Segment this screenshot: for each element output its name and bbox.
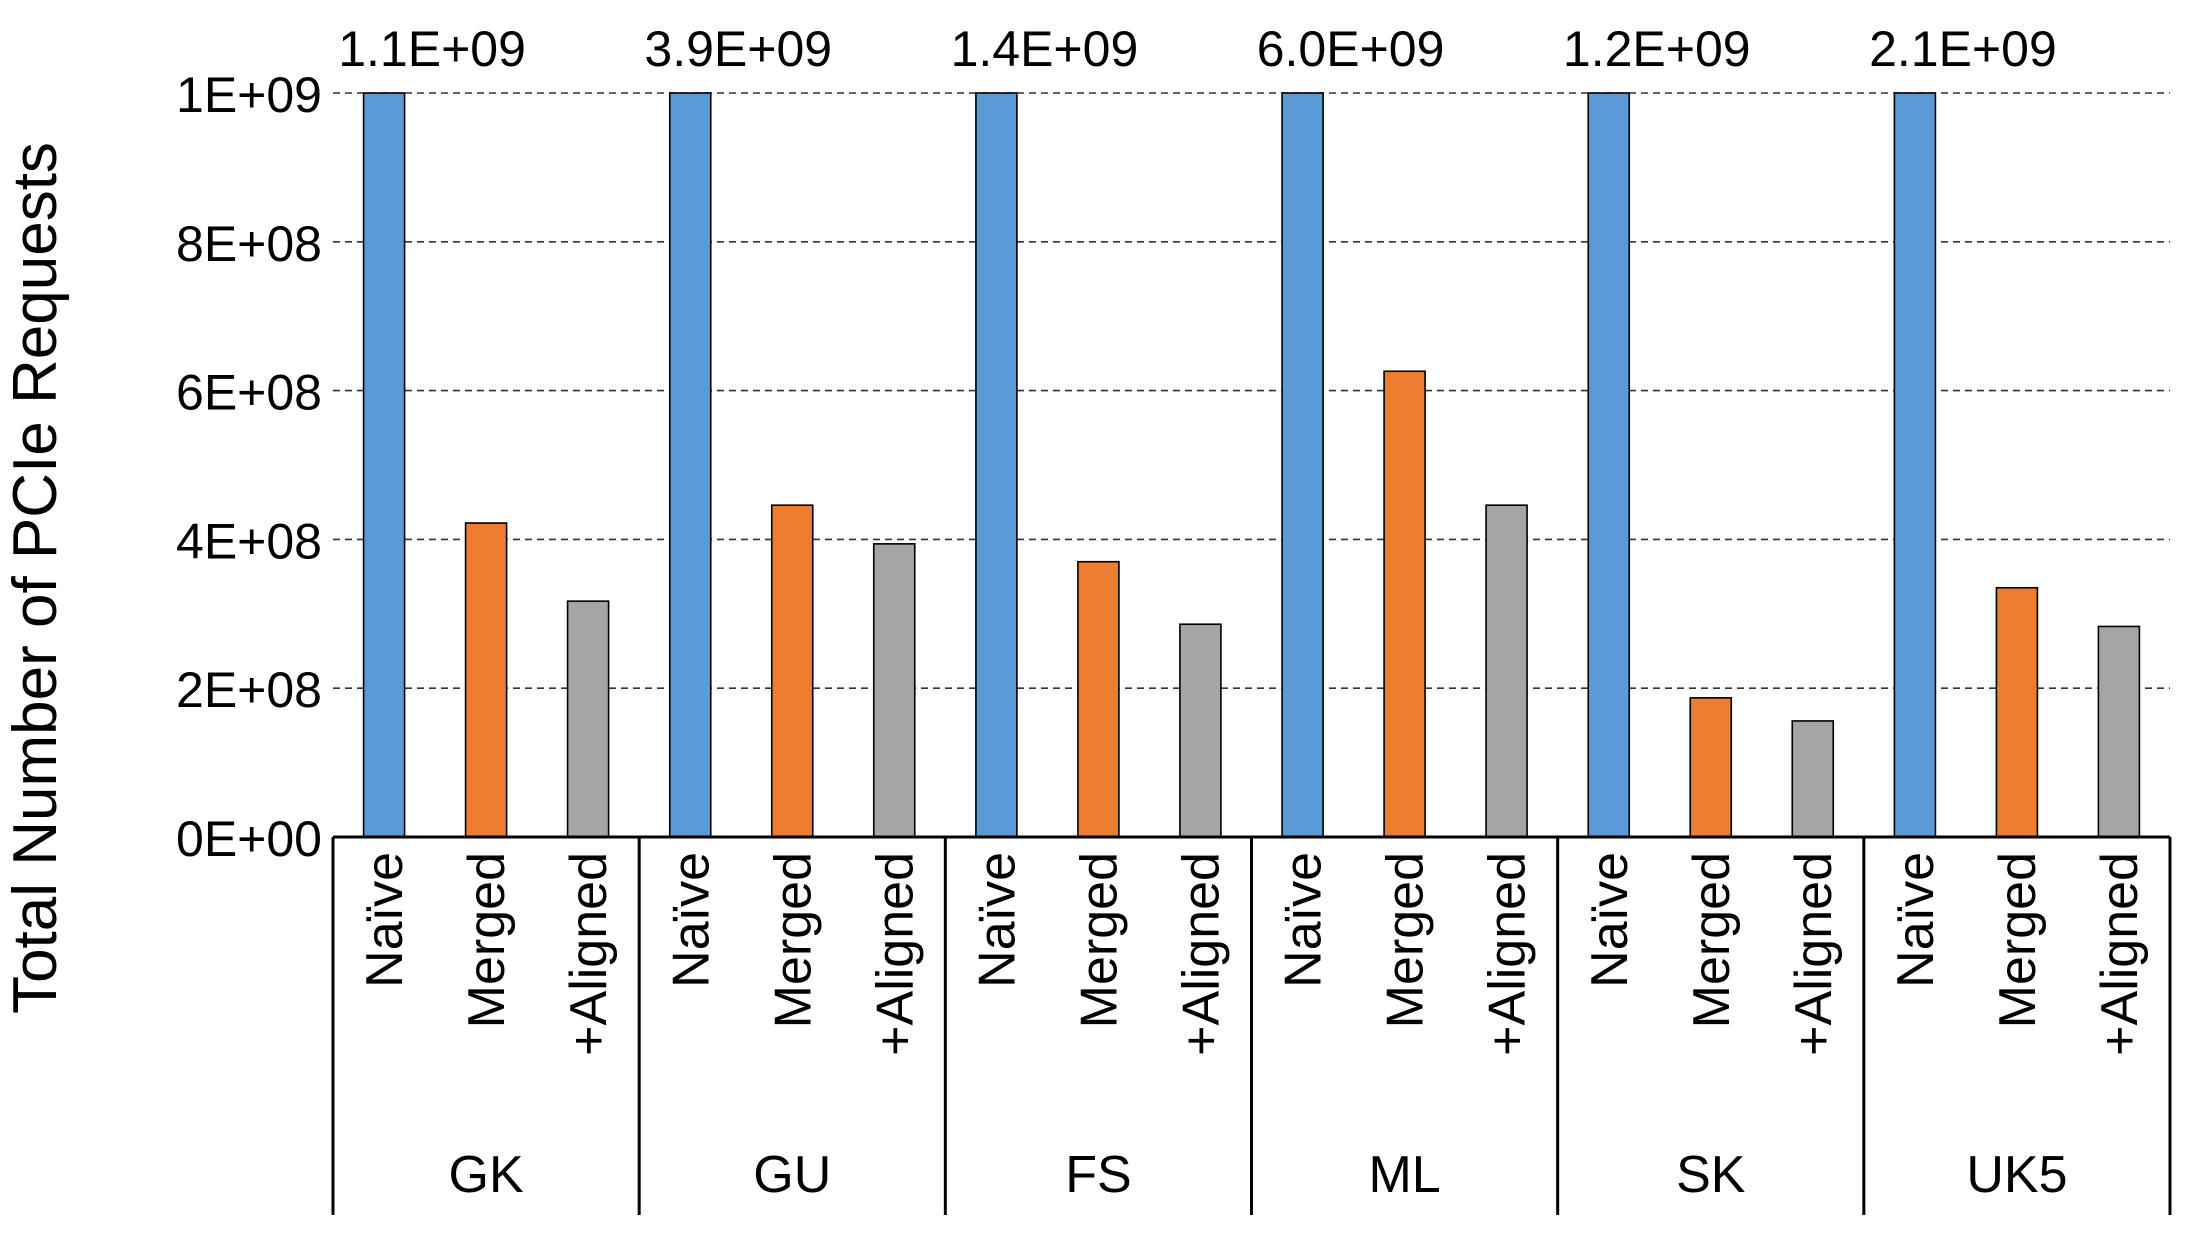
y-axis-title: Total Number of PCIe Requests (1, 142, 70, 1014)
bar-value-label: 1.4E+09 (951, 21, 1139, 77)
y-tick-label: 6E+08 (176, 365, 322, 421)
bar-ml-3 (1485, 504, 1528, 838)
x-bar-label: Naïve (1581, 852, 1639, 988)
y-tick-label: 0E+00 (176, 811, 322, 867)
bar-fs-2 (1077, 560, 1120, 838)
x-bar-label: Naïve (356, 852, 414, 988)
bar-fs-3 (1179, 623, 1222, 838)
bar-sk-1 (1587, 92, 1631, 838)
x-bar-label: Naïve (1887, 852, 1945, 988)
bar-value-label: 6.0E+09 (1257, 21, 1445, 77)
y-tick-label: 1E+09 (176, 67, 322, 123)
x-group-label: GK (449, 1146, 524, 1204)
bar-uk5-2 (1995, 586, 2039, 838)
bar-value-label: 3.9E+09 (644, 21, 832, 77)
bar-gk-1 (362, 92, 406, 838)
x-bar-label: Naïve (968, 852, 1026, 988)
gridlines (333, 92, 2170, 690)
x-bar-label: +Aligned (560, 852, 618, 1056)
x-bar-label: +Aligned (866, 852, 924, 1056)
bar-uk5-3 (2097, 625, 2141, 838)
x-bar-label: Merged (1070, 852, 1128, 1028)
x-group-label: UK5 (1966, 1146, 2067, 1204)
bar-value-label: 1.2E+09 (1563, 21, 1751, 77)
x-bar-label: Merged (1683, 852, 1741, 1028)
x-group-labels: GK GU FS ML SK UK5 (449, 1146, 2068, 1204)
bar-fs-1 (975, 92, 1018, 838)
axes (331, 835, 2172, 1215)
x-group-label: GU (753, 1146, 831, 1204)
bar-sk-2 (1689, 697, 1733, 838)
x-bar-label: Merged (764, 852, 822, 1028)
y-tick-label: 2E+08 (176, 662, 322, 718)
bar-ml-2 (1383, 370, 1426, 838)
x-category-labels: Naïve Merged +Aligned Naïve Merged +Aligned Na… (356, 852, 2149, 1056)
x-bar-label: +Aligned (1785, 852, 1843, 1056)
x-bar-label: Merged (458, 852, 516, 1028)
x-bar-label: +Aligned (1172, 852, 1230, 1056)
y-tick-label: 8E+08 (176, 216, 322, 272)
value-labels: 1.1E+09 3.9E+09 1.4E+09 6.0E+09 1.2E+09 2.1E+… (338, 21, 2057, 77)
x-group-label: ML (1368, 1146, 1440, 1204)
x-bar-label: Naïve (1275, 852, 1333, 988)
x-group-label: FS (1065, 1146, 1131, 1204)
bar-sk-3 (1791, 720, 1835, 838)
y-tick-label: 4E+08 (176, 513, 322, 569)
bar-value-label: 2.1E+09 (1869, 21, 2057, 77)
x-bar-label: Naïve (662, 852, 720, 988)
x-bar-label: +Aligned (2091, 852, 2149, 1056)
bar-gk-3 (566, 600, 610, 838)
bar-gu-1 (668, 92, 712, 838)
bar-uk5-1 (1893, 92, 1937, 838)
x-bar-label: Merged (1377, 852, 1435, 1028)
bar-value-label: 1.1E+09 (338, 21, 526, 77)
x-bar-label: +Aligned (1479, 852, 1537, 1056)
bar-gu-3 (872, 543, 916, 838)
bar-gk-2 (464, 522, 508, 838)
y-tick-labels: 0E+00 2E+08 4E+08 6E+08 8E+08 1E+09 (176, 67, 322, 867)
bar-gu-2 (770, 504, 814, 838)
bar-ml-1 (1281, 92, 1324, 838)
x-group-label: SK (1676, 1146, 1746, 1204)
bars (362, 92, 2141, 838)
x-bar-label: Merged (1989, 852, 2047, 1028)
